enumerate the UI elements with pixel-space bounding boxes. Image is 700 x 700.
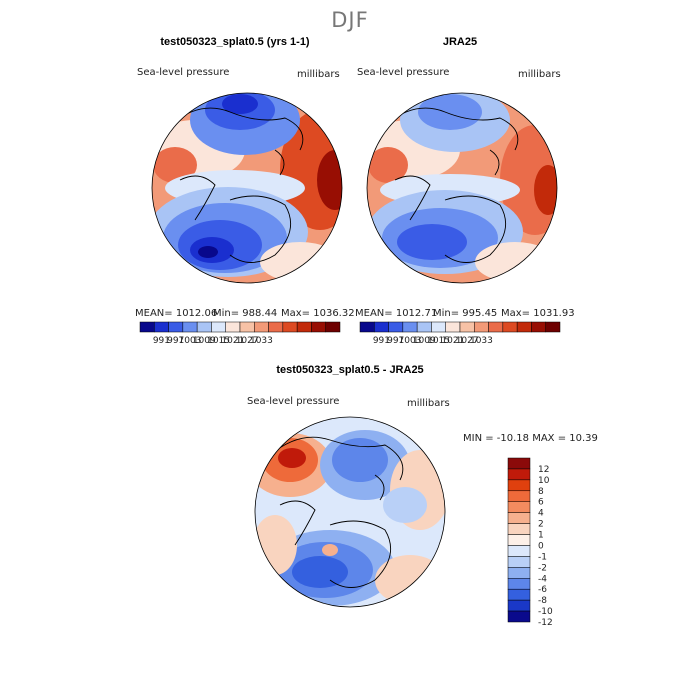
colorbar-swatch: [388, 321, 404, 333]
season-title: DJF: [331, 8, 369, 32]
panel3-title: test050323_splat0.5 - JRA25: [276, 364, 424, 376]
colorbar-label: 1003: [399, 336, 422, 346]
panel3-units: millibars: [407, 398, 450, 409]
colorbar-swatch: [488, 321, 504, 333]
colorbar-label: 991: [373, 336, 390, 346]
colorbar-swatch: [239, 321, 255, 333]
colorbar-label: -4: [538, 574, 547, 584]
panel2-field: Sea-level pressure: [357, 67, 450, 78]
colorbar-swatch: [507, 457, 531, 470]
colorbar-swatch: [507, 578, 531, 590]
colorbar-label: 997: [167, 336, 184, 346]
colorbar-label: 1027: [456, 336, 479, 346]
colorbar-label: 1033: [470, 336, 493, 346]
colorbar-swatch: [507, 468, 531, 481]
colorbar-label: 991: [153, 336, 170, 346]
colorbar-swatch: [507, 490, 531, 502]
panel1-title: test050323_splat0.5 (yrs 1-1): [160, 36, 310, 48]
colorbar-label: -6: [538, 585, 547, 595]
colorbar-swatch: [507, 567, 531, 579]
colorbar-swatch: [545, 321, 561, 333]
colorbar-swatch: [507, 501, 531, 513]
colorbar-swatch: [507, 556, 531, 568]
colorbar-swatch: [416, 321, 432, 333]
colorbar-swatch: [254, 321, 269, 333]
colorbar-swatch: [325, 321, 341, 333]
panel1-mean: MEAN= 1012.06: [135, 308, 218, 319]
colorbar-label: 8: [538, 487, 544, 497]
colorbar-label: -12: [538, 618, 553, 628]
colorbar-swatch: [268, 321, 284, 333]
colorbar-label: 1015: [427, 336, 450, 346]
panel3-range: MIN = -10.18 MAX = 10.39: [463, 433, 598, 444]
colorbar-swatch: [507, 479, 531, 492]
colorbar-label: -2: [538, 563, 547, 573]
colorbar-swatch: [531, 321, 546, 333]
colorbar-swatch: [502, 321, 518, 333]
colorbar-label: -8: [538, 596, 547, 606]
colorbar-swatch: [516, 321, 532, 333]
colorbar-swatch: [196, 321, 212, 333]
panel3-field: Sea-level pressure: [247, 396, 340, 407]
panel2-map: [367, 93, 557, 283]
colorbar-label: 1003: [179, 336, 202, 346]
colorbar-swatch: [211, 321, 226, 333]
colorbar-swatch: [154, 321, 169, 333]
colorbar-swatch: [402, 321, 418, 333]
colorbar-swatch: [507, 610, 531, 623]
panel2-min: Min= 995.45: [433, 308, 498, 319]
colorbar-label: 1015: [207, 336, 230, 346]
colorbar-swatch: [507, 545, 531, 557]
colorbar-label: 1027: [236, 336, 259, 346]
colorbar-swatch: [359, 321, 375, 333]
colorbar-swatch: [507, 534, 531, 546]
colorbar-swatch: [182, 321, 198, 333]
colorbar-label: 4: [538, 509, 544, 519]
colorbar-swatch: [282, 321, 298, 333]
panel3-map: [255, 417, 445, 607]
panel1-min: Min= 988.44: [213, 308, 278, 319]
colorbar-label: 0: [538, 541, 544, 551]
colorbar-swatch: [507, 588, 531, 601]
colorbar-label: -10: [538, 607, 553, 617]
colorbar-label: 997: [387, 336, 404, 346]
colorbar-swatch: [459, 321, 475, 333]
colorbar-swatch: [374, 321, 389, 333]
colorbar-label: 6: [538, 498, 544, 508]
colorbar-label: 1021: [221, 336, 244, 346]
colorbar-swatch: [296, 321, 312, 333]
colorbar-label: 1021: [441, 336, 464, 346]
colorbar-label: 1033: [250, 336, 273, 346]
panel1-field: Sea-level pressure: [137, 67, 230, 78]
panel2-mean: MEAN= 1012.71: [355, 308, 438, 319]
colorbar-swatch: [225, 321, 241, 333]
colorbar-label: 1: [538, 531, 544, 541]
colorbar-swatch: [445, 321, 461, 333]
colorbar-label: 2: [538, 520, 544, 530]
colorbar-swatch: [507, 599, 531, 612]
colorbar-label: 12: [538, 465, 549, 475]
panel2-max: Max= 1031.93: [501, 308, 575, 319]
colorbar-label: 1009: [193, 336, 216, 346]
colorbar-swatch: [507, 523, 531, 535]
colorbar-swatch: [139, 321, 155, 333]
colorbar-swatch: [507, 512, 531, 524]
panel2-title: JRA25: [442, 36, 478, 48]
colorbar-swatch: [168, 321, 184, 333]
colorbar-swatch: [431, 321, 446, 333]
colorbar-swatch: [311, 321, 326, 333]
colorbar-swatch: [474, 321, 489, 333]
colorbar-label: 1009: [413, 336, 436, 346]
panel1-units: millibars: [297, 69, 340, 80]
colorbar-label: -1: [538, 552, 547, 562]
panel1-map: [152, 93, 342, 283]
panel1-max: Max= 1036.32: [281, 308, 355, 319]
panel2-units: millibars: [518, 69, 561, 80]
colorbar-label: 10: [538, 476, 550, 486]
